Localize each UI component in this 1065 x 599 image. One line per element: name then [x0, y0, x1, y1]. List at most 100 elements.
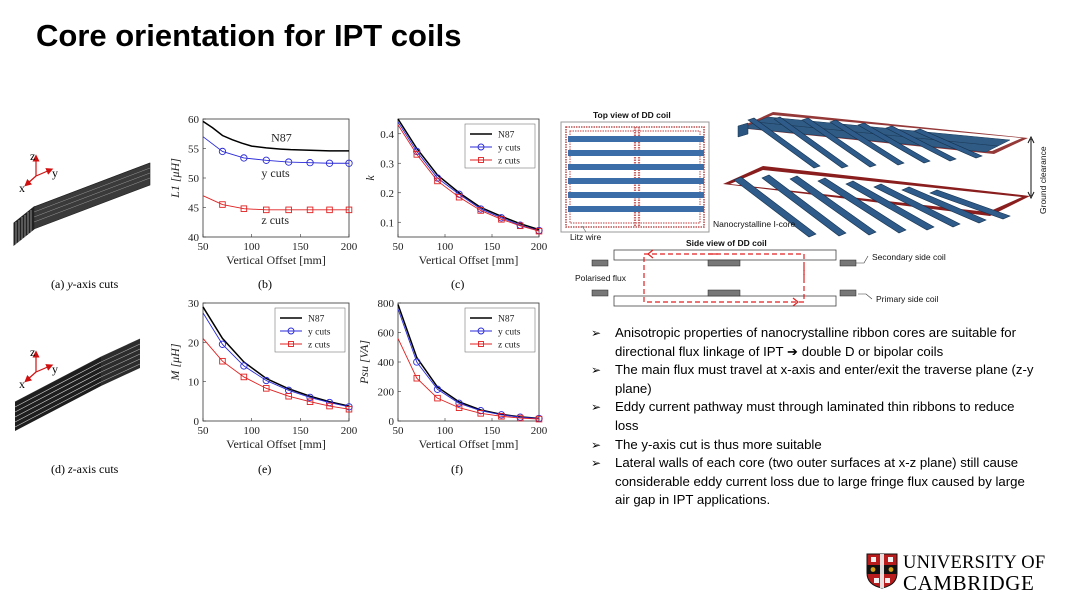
data-point	[306, 398, 314, 405]
series-line-z-cuts	[397, 124, 540, 232]
annotation-n87: N87	[271, 130, 292, 144]
chart-c: 50 100 150 200 0.1 0.2 0.3 0.4 Vertical Offset […	[363, 118, 548, 267]
data-point	[497, 411, 506, 419]
data-point	[262, 376, 270, 385]
series-line-z-cuts	[397, 338, 540, 420]
y-tick-label: 400	[378, 357, 395, 369]
series-line-z-cuts	[202, 195, 349, 211]
y-tick-label: 800	[378, 298, 395, 310]
data-point	[345, 405, 353, 413]
legend-label: z cuts	[308, 341, 330, 351]
data-point	[413, 151, 421, 158]
x-axis-label: Vertical Offset [mm]	[419, 253, 519, 267]
y-tick-label: 0.4	[380, 129, 394, 141]
caption-d: (d) z-axis cuts	[51, 462, 119, 476]
chart-f: 50 100 150 200 0 200 400 600 800 Vertical Offset …	[357, 298, 548, 451]
series-line-n87	[202, 120, 349, 152]
bullet-list: ➢ Anisotropic properties of nanocrystalli…	[591, 324, 1041, 510]
data-point	[306, 159, 314, 167]
secondary-side-label: Secondary side coil	[872, 252, 946, 262]
y-tick-label: 45	[188, 203, 200, 215]
x-tick-label: 50	[198, 241, 210, 253]
x-axis-label: Vertical Offset [mm]	[226, 437, 326, 451]
x-tick-label: 50	[393, 425, 405, 437]
data-point	[535, 414, 543, 423]
primary-side-label: Primary side coil	[876, 294, 938, 304]
legend-box	[464, 123, 536, 169]
series-line-z-cuts	[202, 338, 350, 410]
x-tick-label: 150	[292, 241, 309, 253]
legend-label: y cuts	[308, 328, 331, 338]
caption-c: (c)	[451, 277, 465, 291]
axis-z-label-d: z	[30, 345, 36, 359]
x-tick-label: 150	[484, 425, 501, 437]
y-tick-label: 0.2	[380, 188, 394, 200]
axis-x-label-a: x	[19, 181, 25, 195]
y-tick-label: 0	[389, 416, 395, 428]
data-point	[434, 177, 441, 185]
y-tick-label: 10	[188, 377, 200, 389]
data-point	[498, 216, 505, 223]
caption-f: (f)	[451, 462, 463, 476]
series-line-n87	[397, 304, 540, 420]
y-tick-label: 60	[188, 114, 200, 126]
x-tick-label: 100	[243, 425, 260, 437]
data-point	[325, 159, 334, 167]
legend-label: z cuts	[498, 157, 520, 167]
bullet-arrow-icon: ➢	[591, 437, 602, 452]
cambridge-crest-icon	[866, 553, 898, 594]
core-z-cut-illustration	[12, 332, 142, 439]
data-point	[306, 206, 314, 214]
x-tick-label: 150	[292, 425, 309, 437]
data-point	[219, 201, 226, 208]
data-point	[433, 174, 442, 182]
data-point	[218, 340, 227, 348]
data-point	[455, 190, 463, 198]
x-tick-label: 100	[243, 241, 260, 253]
x-tick-label: 200	[531, 425, 548, 437]
data-point	[240, 205, 248, 212]
ground-clearance-label: Ground clearance	[1038, 146, 1048, 214]
litz-wire-label: Litz wire	[570, 232, 601, 242]
axis-x-label-d: x	[19, 377, 25, 391]
legend-marker	[478, 157, 484, 163]
bullet-item: ➢ The y-axis cut is thus more suitable	[591, 436, 1041, 455]
x-tick-label: 50	[198, 425, 210, 437]
x-tick-label: 200	[341, 425, 358, 437]
data-point	[497, 214, 506, 222]
bullet-item: ➢ Lateral walls of each core (two outer s…	[591, 455, 1025, 508]
data-point	[434, 394, 441, 402]
bullet-arrow-icon: ➢	[591, 326, 602, 340]
y-tick-label: 30	[188, 298, 200, 310]
axis-y-label-d: y	[52, 362, 58, 376]
x-axis-label: Vertical Offset [mm]	[419, 437, 519, 451]
legend-label: y cuts	[498, 144, 521, 154]
annotation-y-cuts: y cuts	[261, 166, 290, 180]
dd-coil-diagram: Top view of DD coil Litz wire	[558, 106, 1058, 326]
data-point	[326, 402, 333, 410]
caption-b: (b)	[258, 277, 272, 291]
x-tick-label: 150	[484, 241, 501, 253]
legend-box	[464, 307, 536, 353]
data-point	[263, 206, 270, 214]
y-tick-label: 600	[378, 328, 395, 340]
data-point	[240, 362, 248, 370]
bullet-item: ➢ Anisotropic properties of nanocrystalli…	[591, 325, 1016, 359]
data-point	[535, 226, 543, 235]
data-point	[433, 385, 442, 393]
data-point	[516, 222, 524, 230]
y-tick-label: 55	[188, 144, 200, 156]
data-point	[477, 207, 484, 214]
x-tick-label: 200	[531, 241, 548, 253]
legend-marker	[288, 341, 294, 347]
legend-marker	[477, 327, 485, 335]
side-view-label: Side view of DD coil	[686, 238, 767, 248]
data-point	[345, 159, 353, 167]
plot-frame	[202, 302, 350, 422]
caption-e: (e)	[258, 462, 272, 476]
series-line-y-cuts	[397, 308, 540, 419]
data-point	[345, 206, 353, 214]
data-point	[325, 398, 334, 407]
series-line-n87	[397, 118, 540, 231]
series-line-y-cuts	[202, 312, 350, 408]
